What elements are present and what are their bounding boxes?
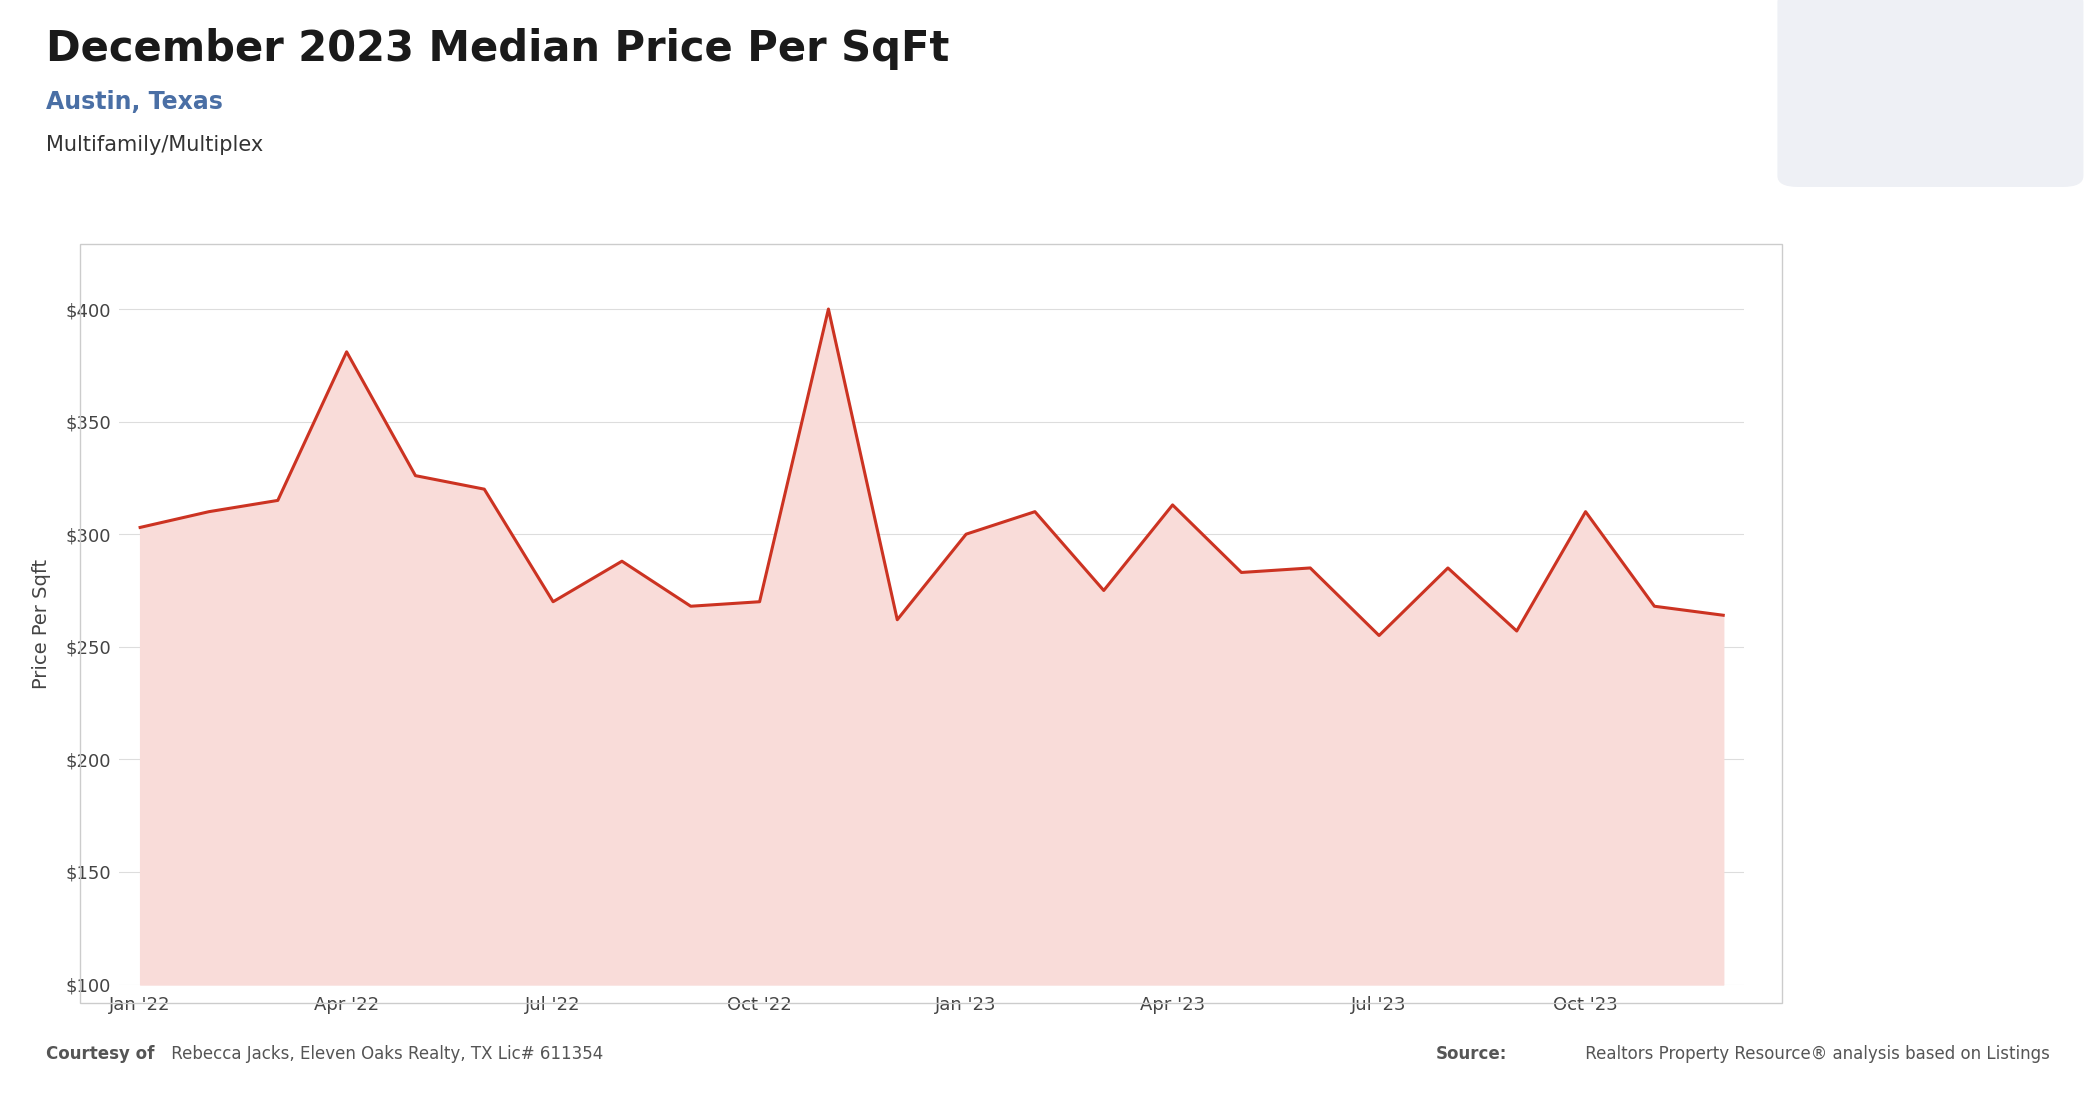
Circle shape	[1815, 124, 1849, 160]
Text: $264: $264	[1819, 77, 1943, 120]
Text: Rebecca Jacks, Eleven Oaks Realty, TX Lic# 611354: Rebecca Jacks, Eleven Oaks Realty, TX Li…	[166, 1045, 604, 1063]
Text: Austin, Texas: Austin, Texas	[46, 90, 222, 114]
Text: Multifamily/Multiplex: Multifamily/Multiplex	[46, 135, 264, 155]
Text: Source:: Source:	[1436, 1045, 1507, 1063]
Text: Courtesy of: Courtesy of	[46, 1045, 155, 1063]
Y-axis label: Price Per Sqft: Price Per Sqft	[34, 559, 52, 690]
Text: December 2023 Median Price Per SqFt: December 2023 Median Price Per SqFt	[46, 28, 949, 69]
Text: 0% Month over Month: 0% Month over Month	[1863, 131, 2046, 149]
Text: Realtors Property Resource® analysis based on Listings: Realtors Property Resource® analysis bas…	[1580, 1045, 2050, 1063]
Text: Median $/Sqft: Median $/Sqft	[1819, 24, 1960, 42]
